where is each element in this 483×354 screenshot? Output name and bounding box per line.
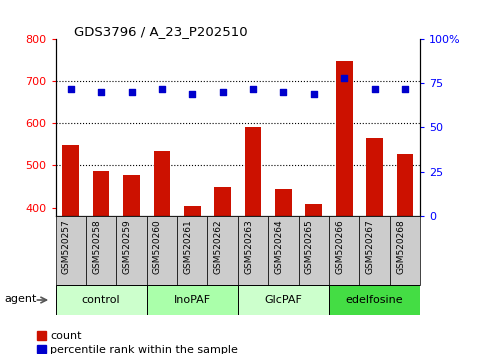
Point bbox=[249, 86, 257, 91]
Bar bbox=[298, 216, 329, 285]
Bar bbox=[177, 216, 208, 285]
Text: GSM520266: GSM520266 bbox=[335, 219, 344, 274]
Bar bbox=[56, 216, 86, 285]
Bar bbox=[147, 216, 177, 285]
Text: GSM520265: GSM520265 bbox=[305, 219, 314, 274]
Bar bbox=[147, 285, 238, 315]
Point bbox=[401, 86, 409, 91]
Text: control: control bbox=[82, 295, 120, 305]
Text: agent: agent bbox=[4, 293, 37, 303]
Bar bbox=[208, 216, 238, 285]
Bar bbox=[56, 285, 147, 315]
Bar bbox=[214, 187, 231, 354]
Point bbox=[371, 86, 379, 91]
Text: GSM520262: GSM520262 bbox=[213, 219, 223, 274]
Text: GDS3796 / A_23_P202510: GDS3796 / A_23_P202510 bbox=[74, 25, 247, 38]
Point bbox=[97, 89, 105, 95]
Bar bbox=[116, 216, 147, 285]
Bar bbox=[86, 216, 116, 285]
Point bbox=[219, 89, 227, 95]
Text: GlcPAF: GlcPAF bbox=[265, 295, 302, 305]
Bar bbox=[366, 138, 383, 354]
Bar bbox=[245, 127, 261, 354]
Bar bbox=[123, 176, 140, 354]
Bar bbox=[275, 189, 292, 354]
Text: GSM520268: GSM520268 bbox=[396, 219, 405, 274]
Text: GSM520258: GSM520258 bbox=[92, 219, 101, 274]
Bar bbox=[397, 154, 413, 354]
Bar bbox=[390, 216, 420, 285]
Text: GSM520267: GSM520267 bbox=[366, 219, 375, 274]
Bar bbox=[184, 206, 200, 354]
Bar bbox=[238, 216, 268, 285]
Point bbox=[280, 89, 287, 95]
Point bbox=[310, 91, 318, 97]
Point bbox=[188, 91, 196, 97]
Bar bbox=[268, 216, 298, 285]
Text: GSM520260: GSM520260 bbox=[153, 219, 162, 274]
Text: GSM520257: GSM520257 bbox=[62, 219, 71, 274]
Bar bbox=[62, 145, 79, 354]
Bar bbox=[305, 204, 322, 354]
Text: GSM520263: GSM520263 bbox=[244, 219, 253, 274]
Bar bbox=[329, 216, 359, 285]
Bar bbox=[93, 171, 110, 354]
Text: InoPAF: InoPAF bbox=[174, 295, 211, 305]
Point bbox=[341, 75, 348, 81]
Text: GSM520259: GSM520259 bbox=[123, 219, 131, 274]
Text: GSM520261: GSM520261 bbox=[183, 219, 192, 274]
Point bbox=[67, 86, 74, 91]
Bar bbox=[238, 285, 329, 315]
Text: GSM520264: GSM520264 bbox=[274, 219, 284, 274]
Bar bbox=[336, 61, 353, 354]
Text: edelfosine: edelfosine bbox=[346, 295, 403, 305]
Point bbox=[128, 89, 135, 95]
Bar bbox=[154, 150, 170, 354]
Bar bbox=[329, 285, 420, 315]
Legend: count, percentile rank within the sample: count, percentile rank within the sample bbox=[37, 331, 238, 354]
Bar bbox=[359, 216, 390, 285]
Point bbox=[158, 86, 166, 91]
